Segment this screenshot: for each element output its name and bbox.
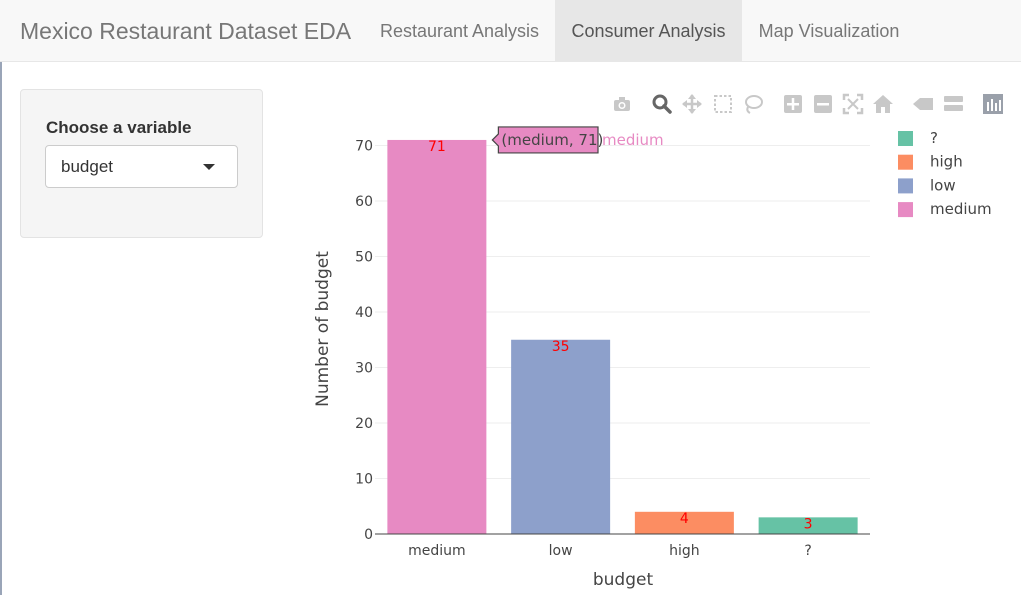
tab-map-visualization[interactable]: Map Visualization: [758, 21, 900, 41]
x-axis-ticks: medium low high?: [408, 543, 812, 559]
app-brand[interactable]: Mexico Restaurant Dataset EDA: [20, 18, 352, 44]
autoscale-icon[interactable]: [842, 93, 864, 115]
legend-swatch[interactable]: [898, 202, 913, 218]
y-tick-label: 50: [355, 250, 373, 266]
caret-down-icon[interactable]: [203, 164, 215, 170]
y-tick-label: 10: [355, 472, 373, 488]
plotly-logo-icon[interactable]: [982, 93, 1004, 115]
y-tick-label: 20: [355, 416, 373, 432]
x-tick-label: medium: [408, 543, 466, 559]
legend-item[interactable]: low: [930, 176, 956, 194]
x-tick-label: ?: [804, 543, 811, 559]
y-axis-title: Number of budget: [313, 251, 333, 407]
hover-tooltip: (medium, 71) medium: [491, 126, 664, 154]
y-tick-label: 30: [355, 361, 373, 377]
spike-lines-icon[interactable]: [912, 93, 934, 115]
camera-icon[interactable]: [611, 93, 633, 115]
x-tick-label: low: [549, 543, 573, 559]
zoom-icon[interactable]: [651, 93, 673, 115]
data-label: 4: [680, 511, 689, 527]
reset-axes-icon[interactable]: [872, 93, 894, 115]
data-label: 35: [552, 339, 570, 355]
zoom-in-icon[interactable]: [782, 93, 804, 115]
navbar: Mexico Restaurant Dataset EDA Restaurant…: [0, 0, 1021, 62]
data-label: 71: [428, 139, 446, 155]
tab-consumer-analysis[interactable]: Consumer Analysis: [555, 0, 742, 62]
legend-swatch[interactable]: [898, 178, 913, 194]
tooltip-series-name: medium: [602, 131, 664, 149]
legend-item[interactable]: high: [930, 153, 963, 171]
box-select-icon[interactable]: [712, 93, 734, 115]
legend-item[interactable]: medium: [930, 200, 992, 218]
tooltip-text: (medium, 71): [501, 131, 603, 149]
sidebar-panel: Choose a variable budget: [20, 89, 263, 238]
variable-label: Choose a variable: [46, 118, 192, 137]
x-tick-label: high: [669, 543, 700, 559]
legend: ? high low medium: [898, 129, 992, 218]
legend-swatch[interactable]: [898, 131, 913, 146]
pan-icon[interactable]: [681, 93, 703, 115]
data-label: 3: [804, 516, 813, 532]
variable-select[interactable]: budget: [45, 145, 238, 188]
lasso-icon[interactable]: [742, 93, 764, 115]
y-axis-ticks: 0 10 20 30 40 50 60 70: [355, 139, 373, 544]
y-tick-label: 60: [355, 194, 373, 210]
compare-hover-icon[interactable]: [942, 93, 964, 115]
bar-low[interactable]: [511, 339, 611, 534]
y-tick-label: 0: [364, 527, 373, 543]
tooltip-box: [491, 126, 599, 154]
variable-select-value: budget: [61, 157, 113, 176]
bars: [387, 139, 858, 534]
data-labels: 71 35 4 3: [428, 139, 813, 532]
legend-swatch[interactable]: [898, 154, 913, 170]
window-edge: [0, 62, 2, 595]
legend-item[interactable]: ?: [930, 129, 938, 147]
y-tick-label: 70: [355, 139, 373, 155]
y-tick-label: 40: [355, 305, 373, 321]
bar-high[interactable]: [634, 511, 734, 534]
x-axis-title: budget: [593, 570, 654, 590]
tab-restaurant-analysis[interactable]: Restaurant Analysis: [379, 21, 540, 41]
zoom-out-icon[interactable]: [812, 93, 834, 115]
bar-medium[interactable]: [387, 139, 487, 534]
bar-unknown[interactable]: [758, 517, 858, 534]
